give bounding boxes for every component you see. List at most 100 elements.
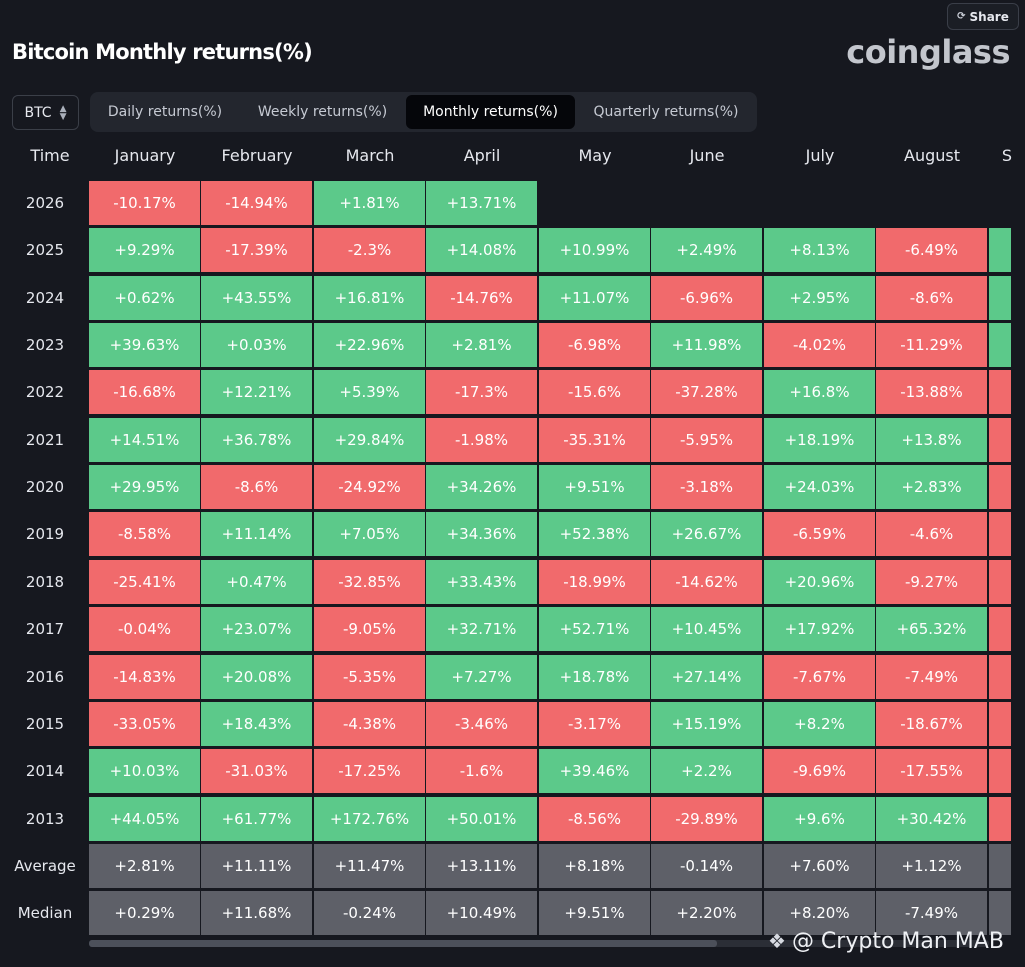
return-cell: +29.84% (314, 418, 425, 462)
year-label: 2023 (25, 336, 65, 354)
return-cell: +2.2% (651, 749, 762, 793)
return-cell: +29.95% (89, 465, 200, 509)
watermark-text: @ Crypto Man MAB (791, 928, 1004, 954)
return-cell: +20.96% (764, 560, 875, 604)
return-cell: +65.32% (876, 607, 987, 651)
tab-quarterly-returns[interactable]: Quarterly returns(%) (593, 104, 739, 120)
scrollbar-thumb[interactable] (89, 940, 717, 947)
return-cell: +22.96% (314, 323, 425, 367)
return-cell: -5.35% (314, 655, 425, 699)
year-label: 2015 (25, 715, 65, 733)
return-cell: +50.01% (426, 797, 537, 841)
return-cell: -6.59% (764, 512, 875, 556)
column-header: January (114, 146, 176, 165)
return-cell: +13.71% (426, 181, 537, 225)
return-cell: -25.41% (89, 560, 200, 604)
horizontal-scrollbar[interactable] (89, 940, 989, 947)
return-cell: +10.03% (89, 749, 200, 793)
average-cell: +7.60% (764, 844, 875, 888)
median-cell: +11.68% (201, 891, 312, 935)
return-cell: +24.03% (764, 465, 875, 509)
return-cell: -5.95% (651, 418, 762, 462)
year-label: 2025 (25, 241, 65, 259)
return-cell: +20.08% (201, 655, 312, 699)
return-cell: -6.98% (539, 323, 650, 367)
asset-select[interactable]: BTC ▲ ▼ (12, 95, 79, 130)
return-cell: +13.8% (876, 418, 987, 462)
return-cell: +32.71% (426, 607, 537, 651)
year-label: 2020 (25, 478, 65, 496)
median-cell: +0.29% (89, 891, 200, 935)
return-cell-partial (989, 655, 1011, 699)
return-cell: +11.98% (651, 323, 762, 367)
average-cell: -0.14% (651, 844, 762, 888)
return-cell: -1.6% (426, 749, 537, 793)
return-cell: -8.58% (89, 512, 200, 556)
chevron-updown-icon: ▲ ▼ (59, 103, 67, 122)
return-cell-partial (989, 465, 1011, 509)
return-cell: +16.8% (764, 370, 875, 414)
return-cell: -8.6% (876, 276, 987, 320)
tab-weekly-returns[interactable]: Weekly returns(%) (257, 104, 388, 120)
return-cell: +52.71% (539, 607, 650, 651)
return-cell: +18.19% (764, 418, 875, 462)
return-cell-partial (989, 749, 1011, 793)
year-label: 2017 (25, 620, 65, 638)
return-cell: -18.67% (876, 702, 987, 746)
return-cell: -14.83% (89, 655, 200, 699)
return-cell: +8.2% (764, 702, 875, 746)
return-cell: +9.29% (89, 228, 200, 272)
year-label: 2019 (25, 525, 65, 543)
share-button[interactable]: ⟳ Share (947, 3, 1019, 30)
return-cell-partial (989, 560, 1011, 604)
return-cell: +33.43% (426, 560, 537, 604)
return-cell: -15.6% (539, 370, 650, 414)
median-cell-partial (989, 891, 1011, 935)
average-cell: +2.81% (89, 844, 200, 888)
tab-daily-returns[interactable]: Daily returns(%) (107, 104, 223, 120)
return-cell: -7.49% (876, 655, 987, 699)
return-cell: -9.05% (314, 607, 425, 651)
median-label: Median (17, 904, 73, 922)
return-cell: +15.19% (651, 702, 762, 746)
return-cell: -4.38% (314, 702, 425, 746)
average-cell: +11.11% (201, 844, 312, 888)
return-cell: -17.39% (201, 228, 312, 272)
column-header: March (345, 146, 395, 165)
return-cell: +34.36% (426, 512, 537, 556)
return-cell-partial (989, 276, 1011, 320)
return-cell: -9.69% (764, 749, 875, 793)
return-cell: -16.68% (89, 370, 200, 414)
return-cell: +172.76% (314, 797, 425, 841)
share-label: Share (969, 9, 1009, 24)
return-cell: -17.3% (426, 370, 537, 414)
return-cell: +17.92% (764, 607, 875, 651)
return-cell: -4.02% (764, 323, 875, 367)
return-cell: +2.95% (764, 276, 875, 320)
average-cell: +1.12% (876, 844, 987, 888)
year-label: 2016 (25, 668, 65, 686)
return-cell: +9.51% (539, 465, 650, 509)
return-cell: +14.51% (89, 418, 200, 462)
tab-monthly-returns[interactable]: Monthly returns(%) (406, 95, 575, 129)
column-header: July (805, 146, 835, 165)
return-cell: +18.78% (539, 655, 650, 699)
year-label: 2024 (25, 289, 65, 307)
return-cell: -13.88% (876, 370, 987, 414)
return-cell: -31.03% (201, 749, 312, 793)
return-cell: +61.77% (201, 797, 312, 841)
return-cell: -3.17% (539, 702, 650, 746)
average-label: Average (14, 857, 76, 875)
watermark: ❖ @ Crypto Man MAB (768, 926, 1004, 956)
return-cell-partial (989, 418, 1011, 462)
median-cell: -7.49% (876, 891, 987, 935)
return-cell: -8.56% (539, 797, 650, 841)
median-cell: -0.24% (314, 891, 425, 935)
return-cell: -7.67% (764, 655, 875, 699)
year-label: 2021 (25, 431, 65, 449)
return-cell: -9.27% (876, 560, 987, 604)
return-cell: -3.46% (426, 702, 537, 746)
median-cell: +10.49% (426, 891, 537, 935)
return-cell: +5.39% (314, 370, 425, 414)
return-cell: +16.81% (314, 276, 425, 320)
